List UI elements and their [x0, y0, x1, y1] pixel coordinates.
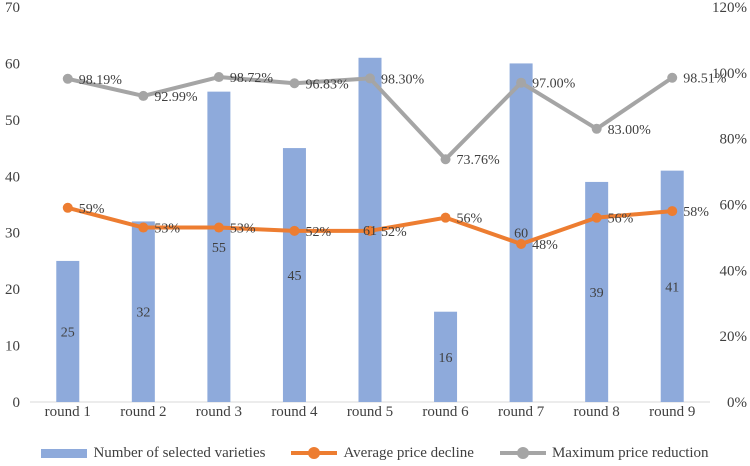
maximum-value-label: 83.00%: [608, 123, 652, 138]
bar-series: [56, 57, 684, 403]
bar: [660, 170, 684, 402]
legend: Number of selected varieties Average pri…: [0, 440, 750, 466]
legend-label-bars: Number of selected varieties: [93, 444, 266, 461]
maximum-point: [62, 73, 73, 84]
bar: [585, 181, 609, 402]
right-tick-label: 100%: [712, 66, 747, 82]
maximum-point: [516, 77, 527, 88]
maximum-point: [289, 78, 300, 89]
average-value-label: 53%: [154, 222, 180, 237]
average-value-label: 53%: [230, 222, 256, 237]
maximum-point: [138, 90, 149, 101]
legend-swatch-average: [291, 446, 338, 460]
maximum-point: [365, 73, 375, 84]
right-tick-label: 60%: [720, 198, 748, 214]
bar-value-label: 16: [439, 351, 453, 366]
right-tick-label: 20%: [720, 329, 748, 345]
left-tick-label: 30: [5, 226, 20, 242]
category-labels: round 1 round 2 round 3 round 4 round 5 round…: [45, 404, 696, 420]
maximum-value-label: 98.30%: [381, 72, 425, 87]
average-point: [138, 222, 149, 233]
category-label: round 8: [574, 404, 620, 420]
maximum-value-label: 73.76%: [457, 153, 501, 168]
average-value-label: 56%: [608, 212, 634, 227]
maximum-point: [591, 123, 602, 134]
bar-value-label: 45: [287, 269, 301, 284]
left-tick-label: 20: [5, 282, 20, 298]
legend-label-maximum: Maximum price reduction: [551, 444, 709, 461]
bar: [509, 63, 533, 403]
maximum-value-label: 98.19%: [79, 73, 123, 88]
category-label: round 4: [271, 404, 318, 420]
left-axis-ticks: 0 10 20 30 40 50 60 70: [5, 0, 20, 411]
bar: [207, 91, 231, 403]
maximum-value-label: 98.72%: [230, 71, 274, 86]
average-value-label: 52%: [381, 225, 407, 240]
average-value-label: 58%: [683, 205, 709, 220]
maximum-point: [213, 72, 224, 83]
average-value-label: 56%: [457, 212, 483, 227]
category-label: round 7: [498, 404, 545, 420]
legend-swatch-maximum: [499, 446, 546, 460]
category-label: round 9: [649, 404, 695, 420]
average-point: [591, 212, 602, 223]
maximum-value-label: 98.51%: [683, 72, 727, 87]
average-point: [516, 239, 527, 249]
category-label: round 6: [422, 404, 469, 420]
left-tick-label: 40: [5, 169, 20, 185]
category-label: round 3: [196, 404, 242, 420]
bar-value-label: 39: [590, 286, 604, 301]
legend-label-average: Average price decline: [343, 444, 474, 461]
bar-value-label: 55: [212, 241, 226, 256]
left-tick-label: 70: [5, 0, 20, 16]
maximum-value-label: 97.00%: [532, 77, 576, 92]
right-tick-label: 40%: [720, 263, 748, 279]
bar: [282, 148, 306, 402]
average-point: [213, 222, 224, 233]
legend-item-maximum[interactable]: Maximum price reduction: [499, 444, 709, 462]
category-label: round 1: [45, 404, 91, 420]
bar: [56, 260, 80, 402]
average-point: [62, 202, 73, 213]
legend-item-average[interactable]: Average price decline: [291, 444, 474, 462]
average-point: [667, 206, 678, 217]
right-tick-label: 80%: [720, 132, 748, 148]
right-tick-label: 0%: [727, 395, 747, 411]
left-tick-label: 50: [5, 113, 20, 129]
chart-canvas: 0 10 20 30 40 50 60 70 0% 20% 40% 60% 80% 100% 120% r…: [5, 0, 747, 420]
average-value-label: 48%: [532, 238, 558, 253]
bar: [131, 221, 155, 402]
average-point: [289, 225, 300, 236]
maximum-value-label: 96.83%: [305, 77, 349, 92]
legend-item-bars[interactable]: Number of selected varieties: [41, 445, 265, 462]
maximum-value-label: 92.99%: [154, 90, 198, 105]
maximum-point: [440, 154, 451, 165]
average-value-label: 52%: [305, 225, 331, 240]
bar: [434, 311, 458, 402]
average-value-label: 59%: [79, 202, 105, 217]
bar-value-label: 25: [61, 325, 75, 340]
data-labels: 25 32 55 45 61 16 60 39 41 98.19% 92.99% 98.72% 96.8…: [61, 71, 727, 366]
right-tick-label: 120%: [712, 0, 747, 16]
line-series: [62, 72, 678, 249]
category-label: round 2: [120, 404, 166, 420]
bar-value-label: 61: [363, 224, 377, 239]
category-label: round 5: [347, 404, 393, 420]
average-point: [440, 212, 451, 223]
left-tick-label: 10: [5, 339, 20, 355]
bar-value-label: 32: [136, 306, 150, 321]
bar-value-label: 41: [665, 280, 679, 295]
bar-value-label: 60: [514, 227, 528, 242]
right-axis-ticks: 0% 20% 40% 60% 80% 100% 120%: [712, 0, 747, 411]
left-tick-label: 0: [13, 395, 21, 411]
maximum-point: [667, 72, 678, 83]
left-tick-label: 60: [5, 56, 20, 72]
legend-swatch-bars: [41, 448, 88, 458]
average-point: [365, 225, 375, 236]
